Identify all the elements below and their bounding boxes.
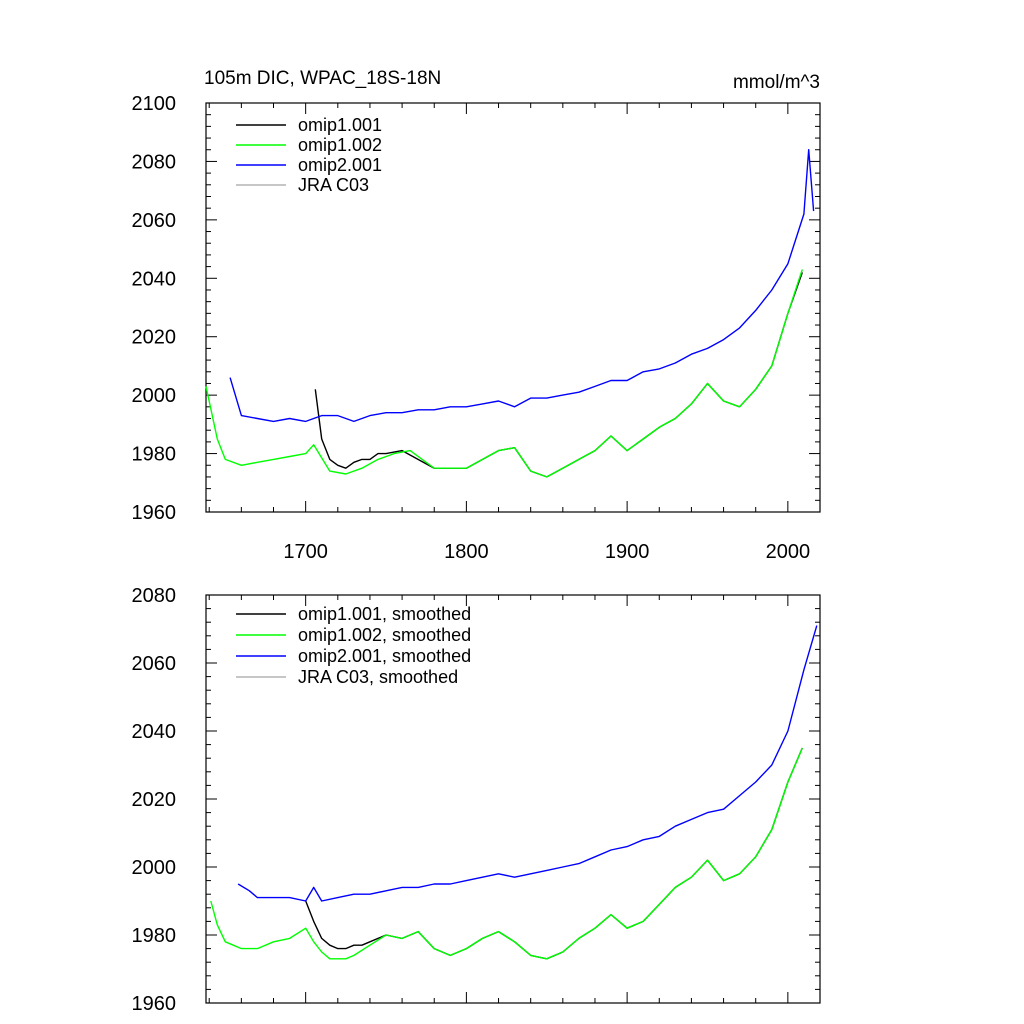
bottom-panel: 1960 1980 2000 2020 2040 2060 2080 omip1.001, …: [132, 585, 821, 1015]
series-line-0: [314, 272, 803, 478]
y-tick-label: 2020: [132, 327, 177, 349]
legend-label: omip1.002, smoothed: [298, 625, 471, 645]
top-panel-units: mmol/m^3: [733, 72, 820, 93]
y-tick-label: 1980: [132, 444, 177, 466]
x-tick-label: 1900: [605, 541, 650, 563]
bottom-panel-ticks: 1960 1980 2000 2020 2040 2060 2080: [132, 585, 821, 1015]
bottom-panel-series: [210, 625, 818, 960]
y-tick-label: 2040: [132, 721, 177, 743]
y-tick-label: 2020: [132, 789, 177, 811]
legend-label: omip1.002: [298, 135, 382, 155]
x-tick-label: 1800: [444, 541, 489, 563]
x-tick-label: 2000: [766, 541, 811, 563]
top-panel: 105m DIC, WPAC_18S-18N mmol/m^3 1960 1980…: [132, 68, 821, 563]
y-tick-label: 2100: [132, 93, 177, 115]
y-tick-label: 2080: [132, 585, 177, 607]
legend-label: omip2.001, smoothed: [298, 646, 471, 666]
legend-label: omip1.001: [298, 115, 382, 135]
legend-label: omip2.001: [298, 155, 382, 175]
series-line-2: [237, 625, 818, 902]
y-tick-label: 2040: [132, 268, 177, 290]
series-line-1: [205, 269, 803, 478]
y-tick-label: 2060: [132, 210, 177, 232]
top-panel-title: 105m DIC, WPAC_18S-18N: [204, 68, 441, 89]
y-tick-label: 2000: [132, 385, 177, 407]
y-tick-label: 2060: [132, 653, 177, 675]
top-panel-ticks: 1960 1980 2000 2020 2040 2060 2080 2100 1700 1800…: [132, 93, 821, 563]
series-line-0: [305, 747, 803, 960]
y-tick-label: 2080: [132, 151, 177, 173]
legend-label: JRA C03, smoothed: [298, 667, 458, 687]
top-panel-frame: [205, 102, 821, 513]
y-tick-label: 1980: [132, 925, 177, 947]
top-panel-series: [205, 148, 815, 478]
legend-label: omip1.001, smoothed: [298, 604, 471, 624]
y-tick-label: 2000: [132, 857, 177, 879]
series-line-2: [229, 148, 815, 423]
legend-label: JRA C03: [298, 175, 369, 195]
y-tick-label: 1960: [132, 502, 177, 524]
y-tick-label: 1960: [132, 993, 177, 1015]
series-line-1: [210, 747, 803, 960]
x-tick-label: 1700: [283, 541, 328, 563]
